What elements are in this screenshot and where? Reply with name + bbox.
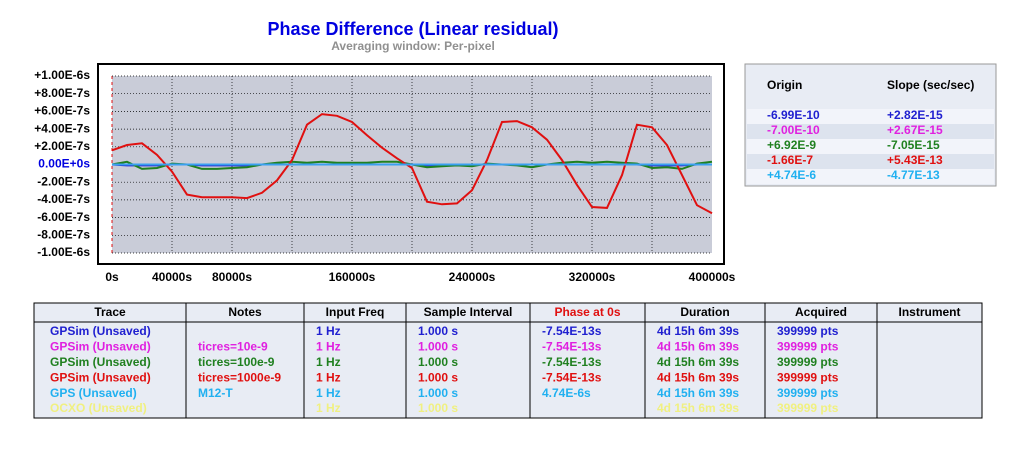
fit-cell: +2.67E-15 [887,123,943,137]
fit-cell: +2.82E-15 [887,108,943,122]
x-tick-label: 0s [105,270,119,284]
chart-title: Phase Difference (Linear residual) [267,19,558,39]
table-cell: 1.000 s [418,386,458,400]
table-cell: 1 Hz [316,370,341,384]
y-tick-label: -2.00E-7s [37,174,90,188]
table-cell: GPSim (Unsaved) [50,370,151,384]
table-header: Duration [680,305,729,319]
table-cell: 1 Hz [316,386,341,400]
y-tick-label: +6.00E-7s [34,104,90,118]
table-cell: 1.000 s [418,355,458,369]
fit-header: Slope (sec/sec) [887,78,974,92]
table-cell: GPSim (Unsaved) [50,324,151,338]
table-header: Phase at 0s [554,305,620,319]
table-cell: 1.000 s [418,370,458,384]
y-tick-label: +4.00E-7s [34,121,90,135]
table-cell: OCXO (Unsaved) [50,401,147,415]
trace-table [33,302,983,419]
y-tick-label: +8.00E-7s [34,86,90,100]
table-cell: GPS (Unsaved) [50,386,137,400]
table-cell: 399999 pts [777,324,839,338]
table-header: Instrument [898,305,960,319]
fit-header: Origin [767,78,802,92]
table-cell: 4d 15h 6m 39s [657,401,739,415]
table-cell: 1 Hz [316,340,341,354]
x-tick-label: 320000s [569,270,616,284]
fit-cell: -7.00E-10 [767,123,820,137]
fit-cell: -1.66E-7 [767,153,813,167]
table-cell: -7.54E-13s [542,324,602,338]
table-cell: -7.54E-13s [542,340,602,354]
table-cell: ticres=100e-9 [198,355,275,369]
fit-cell: +6.92E-9 [767,138,816,152]
fit-row [747,124,994,139]
y-tick-label: +1.00E-6s [34,68,90,82]
table-header: Acquired [795,305,847,319]
table-cell: 399999 pts [777,386,839,400]
x-tick-label: 80000s [212,270,252,284]
fit-cell: -4.77E-13 [887,168,940,182]
table-cell: ticres=1000e-9 [198,370,281,384]
table-cell: 399999 pts [777,340,839,354]
table-cell: -7.54E-13s [542,355,602,369]
table-cell: 4d 15h 6m 39s [657,324,739,338]
table-cell: 4d 15h 6m 39s [657,386,739,400]
fit-cell: +4.74E-6 [767,168,816,182]
table-header: Input Freq [326,305,385,319]
x-tick-label: 240000s [449,270,496,284]
fit-cell: +5.43E-13 [887,153,943,167]
table-cell: 399999 pts [777,355,839,369]
fit-row [747,154,994,169]
y-tick-label: -4.00E-7s [37,192,90,206]
chart-subtitle: Averaging window: Per-pixel [331,39,495,53]
series-line [111,113,713,215]
fit-row [747,169,994,184]
table-header: Sample Interval [424,305,513,319]
x-tick-label: 400000s [689,270,736,284]
y-tick-label: -6.00E-7s [37,210,90,224]
table-cell: 1 Hz [316,355,341,369]
x-tick-label: 160000s [329,270,376,284]
table-cell: 399999 pts [777,370,839,384]
table-cell: -7.54E-13s [542,370,602,384]
table-cell: M12-T [198,386,233,400]
table-cell: 1.000 s [418,340,458,354]
fit-cell: -7.05E-15 [887,138,940,152]
table-cell: 4.74E-6s [542,386,591,400]
fit-row [747,109,994,124]
x-tick-label: 40000s [152,270,192,284]
table-cell: 1.000 s [418,401,458,415]
table-cell: 4d 15h 6m 39s [657,340,739,354]
table-cell: GPSim (Unsaved) [50,340,151,354]
y-tick-label: +2.00E-7s [34,139,90,153]
table-cell: 399999 pts [777,401,839,415]
y-tick-label: 0.00E+0s [38,157,90,171]
y-tick-label: -1.00E-6s [37,245,90,259]
table-cell: 1.000 s [418,324,458,338]
table-header: Trace [94,305,126,319]
table-cell: 1 Hz [316,401,341,415]
fit-cell: -6.99E-10 [767,108,820,122]
table-cell: ticres=10e-9 [198,340,268,354]
fit-row [747,139,994,154]
y-tick-label: -8.00E-7s [37,227,90,241]
table-cell: GPSim (Unsaved) [50,355,151,369]
table-header: Notes [228,305,262,319]
table-cell: 4d 15h 6m 39s [657,355,739,369]
table-cell: 1 Hz [316,324,341,338]
table-cell: 4d 15h 6m 39s [657,370,739,384]
